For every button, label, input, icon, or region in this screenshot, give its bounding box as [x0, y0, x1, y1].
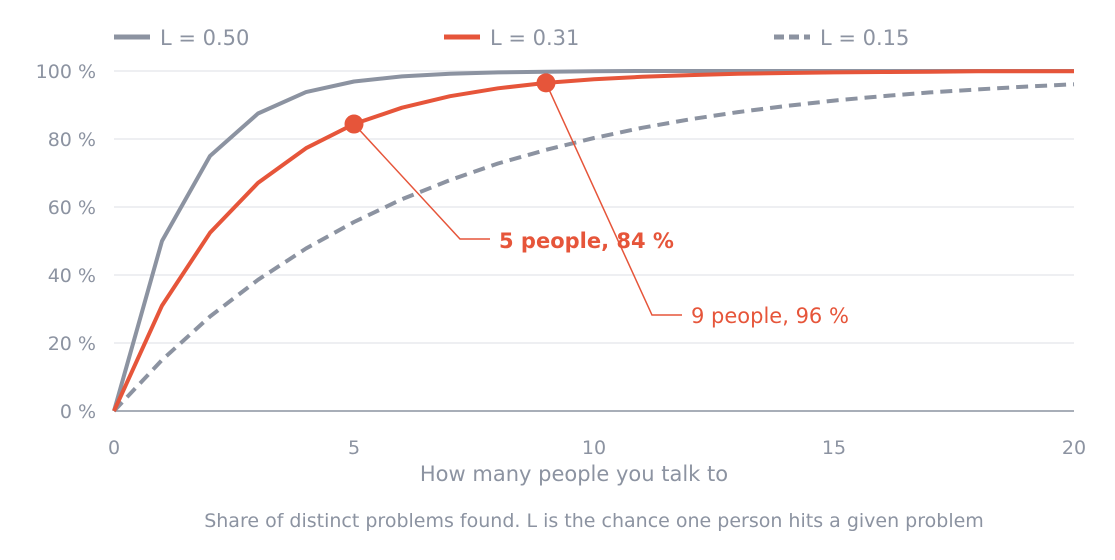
axes: 0 % 20 % 40 % 60 % 80 % 100 % 0 5 10 15 20	[36, 61, 1086, 459]
legend: L = 0.50 L = 0.31 L = 0.15	[114, 26, 909, 50]
annotation-leader-line	[545, 82, 682, 316]
y-tick-label: 20 %	[48, 333, 96, 355]
y-tick-label: 80 %	[48, 129, 96, 151]
annotation-label: 9 people, 96 %	[691, 304, 849, 328]
y-tick-label: 40 %	[48, 265, 96, 287]
series-line-2	[112, 82, 1075, 413]
annotation-marker	[344, 114, 364, 134]
x-tick-label: 15	[822, 437, 846, 459]
y-tick-label: 100 %	[36, 61, 96, 83]
annotation-leader-line	[353, 123, 490, 240]
y-tick-label: 60 %	[48, 197, 96, 219]
series-lines	[112, 69, 1075, 413]
annotation-marker	[536, 73, 556, 93]
annotations: 5 people, 84 % 9 people, 96 %	[344, 73, 849, 328]
annotation-label: 5 people, 84 %	[499, 229, 674, 253]
legend-label: L = 0.15	[820, 26, 909, 50]
x-tick-label: 20	[1062, 437, 1086, 459]
chart-caption: Share of distinct problems found. L is t…	[204, 510, 984, 532]
x-tick-label: 10	[582, 437, 606, 459]
y-tick-label: 0 %	[60, 401, 96, 423]
legend-label: L = 0.50	[160, 26, 249, 50]
legend-label: L = 0.31	[490, 26, 579, 50]
x-tick-label: 0	[108, 437, 120, 459]
x-axis-label: How many people you talk to	[420, 462, 728, 486]
series-line-1	[112, 69, 1074, 412]
x-tick-label: 5	[348, 437, 360, 459]
